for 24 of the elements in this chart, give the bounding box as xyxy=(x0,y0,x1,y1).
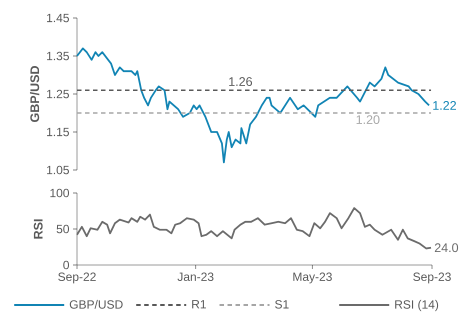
legend-label: GBP/USD xyxy=(70,300,123,309)
y-tick-label: 0 xyxy=(63,260,70,270)
x-tick-label: May-23 xyxy=(293,272,332,284)
y-tick-label: 50 xyxy=(56,224,70,234)
y-axis-title: GBP/USD xyxy=(30,66,40,122)
data-label: 1.26 xyxy=(229,77,252,86)
y-tick-label: 100 xyxy=(50,188,70,198)
y-axis-title: RSI xyxy=(34,219,43,239)
y-tick-label: 1.15 xyxy=(47,128,69,136)
x-tick-label: Sep-22 xyxy=(58,272,96,284)
y-tick-label: 1.45 xyxy=(47,14,69,22)
line-series xyxy=(76,48,430,164)
y-tick-label: 1.25 xyxy=(47,90,69,98)
data-label: 24.0 xyxy=(434,243,458,252)
x-tick-label: Sep-23 xyxy=(413,272,451,284)
y-tick-label: 1.05 xyxy=(47,166,69,174)
line-series xyxy=(76,207,432,250)
y-tick-label: 1.35 xyxy=(47,52,69,60)
data-label: 1.22 xyxy=(433,101,456,110)
data-label: 1.20 xyxy=(356,115,380,124)
legend-label: RSI (14) xyxy=(395,300,438,312)
x-tick-label: Jan-23 xyxy=(178,272,214,282)
legend-label: S1 xyxy=(275,300,289,309)
legend-label: R1 xyxy=(192,300,206,308)
